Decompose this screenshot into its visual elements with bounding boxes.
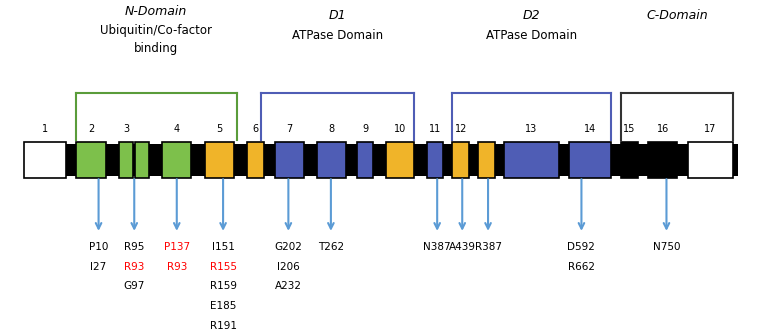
Bar — [427, 142, 443, 178]
Text: 10: 10 — [394, 124, 406, 134]
Text: A232: A232 — [275, 281, 302, 291]
Text: 12: 12 — [454, 124, 467, 134]
Text: N387: N387 — [424, 242, 451, 252]
Text: 14: 14 — [584, 124, 597, 134]
Text: N-Domain: N-Domain — [125, 5, 187, 18]
Text: 15: 15 — [623, 124, 636, 134]
Bar — [205, 142, 234, 178]
Bar — [357, 142, 373, 178]
Text: 11: 11 — [429, 124, 441, 134]
Text: 2: 2 — [88, 124, 94, 134]
Text: D592: D592 — [568, 242, 595, 252]
Text: 17: 17 — [704, 124, 717, 134]
Text: R191: R191 — [210, 321, 236, 331]
Bar — [648, 142, 677, 178]
Text: 7: 7 — [286, 124, 293, 134]
Text: N750: N750 — [653, 242, 680, 252]
Text: C-Domain: C-Domain — [646, 9, 708, 22]
Bar — [275, 142, 303, 178]
Bar — [621, 142, 638, 178]
Text: 5: 5 — [216, 124, 223, 134]
Text: R93: R93 — [167, 262, 187, 272]
Text: P10: P10 — [89, 242, 108, 252]
Bar — [119, 142, 133, 178]
Bar — [386, 142, 415, 178]
Bar — [479, 142, 495, 178]
Text: Ubiquitin/Co-factor: Ubiquitin/Co-factor — [101, 24, 213, 37]
Bar — [569, 142, 611, 178]
Text: ATPase Domain: ATPase Domain — [486, 29, 578, 42]
Text: R159: R159 — [210, 281, 236, 291]
Text: 6: 6 — [253, 124, 259, 134]
Bar — [453, 142, 469, 178]
Text: 1: 1 — [42, 124, 48, 134]
Bar — [162, 142, 191, 178]
Text: G97: G97 — [123, 281, 145, 291]
Text: R93: R93 — [124, 262, 145, 272]
Text: I151: I151 — [212, 242, 235, 252]
Bar — [135, 142, 149, 178]
Bar — [248, 142, 264, 178]
Text: 4: 4 — [174, 124, 180, 134]
Text: 13: 13 — [525, 124, 537, 134]
Text: D1: D1 — [329, 9, 347, 22]
Text: ATPase Domain: ATPase Domain — [292, 29, 383, 42]
Bar — [24, 142, 66, 178]
Text: R95: R95 — [124, 242, 145, 252]
Text: R662: R662 — [568, 262, 595, 272]
Bar — [504, 142, 559, 178]
Text: T262: T262 — [318, 242, 344, 252]
Text: R155: R155 — [210, 262, 236, 272]
Text: R387: R387 — [475, 242, 501, 252]
Text: D2: D2 — [523, 9, 540, 22]
Bar — [688, 142, 733, 178]
Text: 3: 3 — [123, 124, 129, 134]
Text: A439: A439 — [449, 242, 475, 252]
Text: I206: I206 — [277, 262, 299, 272]
Text: G202: G202 — [274, 242, 303, 252]
Text: 8: 8 — [328, 124, 335, 134]
Text: E185: E185 — [210, 301, 236, 311]
Text: 16: 16 — [657, 124, 669, 134]
Text: I27: I27 — [91, 262, 107, 272]
Bar — [75, 142, 106, 178]
Text: binding: binding — [134, 42, 178, 55]
Text: P137: P137 — [164, 242, 190, 252]
Text: 9: 9 — [362, 124, 368, 134]
Bar — [24, 144, 738, 176]
Bar — [317, 142, 346, 178]
